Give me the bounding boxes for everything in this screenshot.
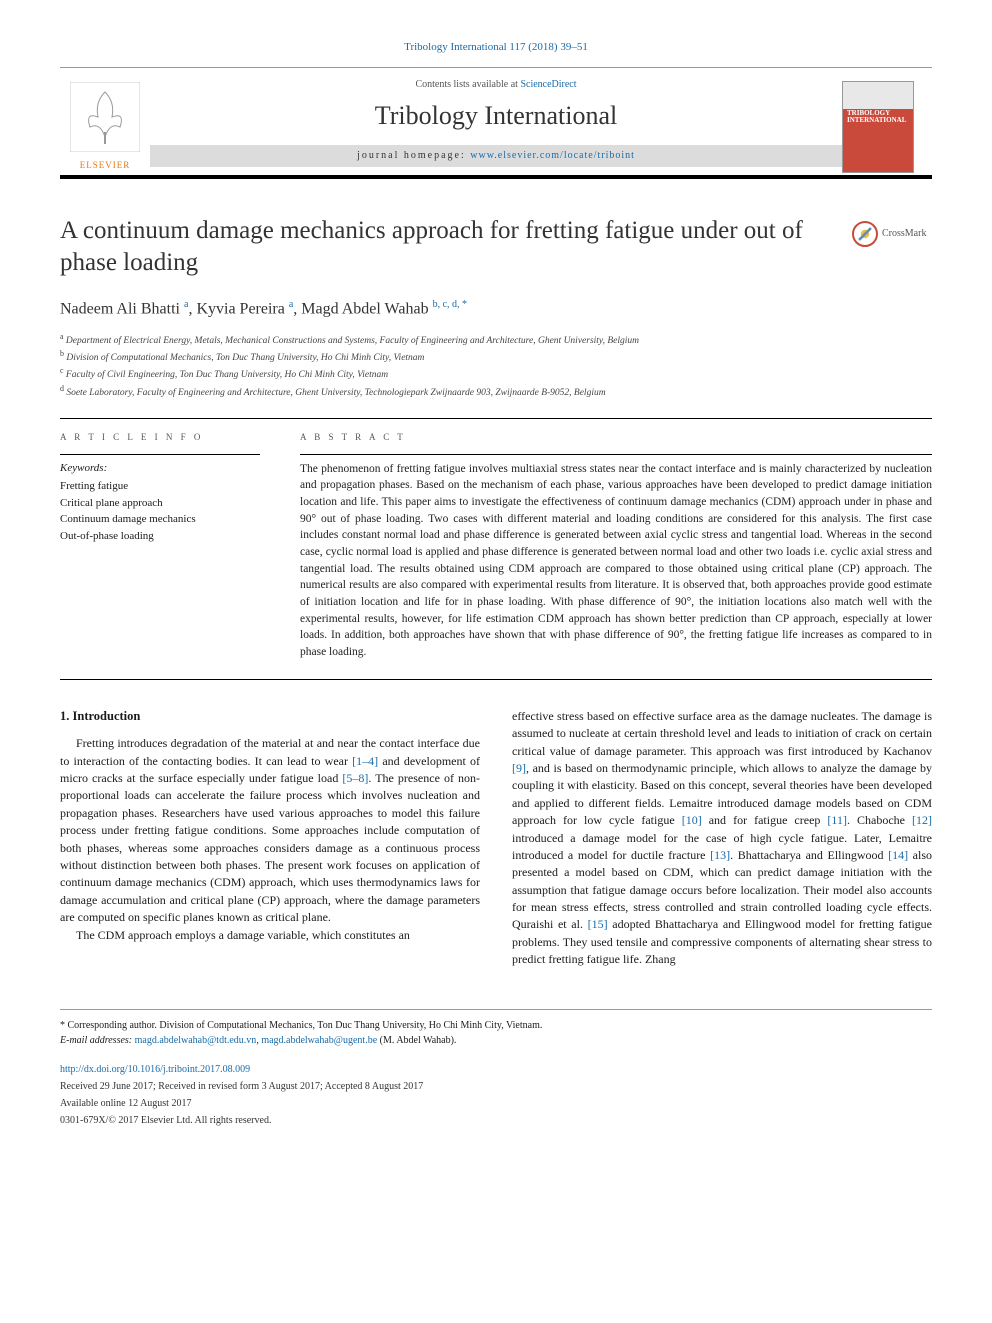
homepage-bar: journal homepage: www.elsevier.com/locat… bbox=[150, 145, 842, 167]
email-link-2[interactable]: magd.abdelwahab@ugent.be bbox=[261, 1035, 377, 1046]
reference-link[interactable]: [11] bbox=[827, 813, 847, 827]
reference-link[interactable]: [5–8] bbox=[342, 771, 368, 785]
divider bbox=[300, 454, 932, 455]
header-center: Contents lists available at ScienceDirec… bbox=[150, 78, 842, 174]
reference-link[interactable]: [9] bbox=[512, 761, 526, 775]
contents-prefix: Contents lists available at bbox=[415, 79, 520, 90]
copyright-line: 0301-679X/© 2017 Elsevier Ltd. All right… bbox=[60, 1113, 932, 1128]
received-line: Received 29 June 2017; Received in revis… bbox=[60, 1079, 932, 1094]
reference-link[interactable]: [13] bbox=[710, 848, 730, 862]
publisher-block: ELSEVIER bbox=[60, 82, 150, 172]
crossmark-icon bbox=[852, 221, 878, 247]
reference-link[interactable]: [15] bbox=[588, 917, 608, 931]
body-col-right: effective stress based on effective surf… bbox=[512, 708, 932, 969]
authors-line: Nadeem Ali Bhatti a, Kyvia Pereira a, Ma… bbox=[60, 298, 932, 321]
journal-header: ELSEVIER Contents lists available at Sci… bbox=[60, 67, 932, 178]
citation-line: Tribology International 117 (2018) 39–51 bbox=[60, 40, 932, 55]
keywords-list: Fretting fatigueCritical plane approachC… bbox=[60, 478, 260, 544]
doi-link[interactable]: http://dx.doi.org/10.1016/j.triboint.201… bbox=[60, 1062, 932, 1077]
email-suffix: (M. Abdel Wahab). bbox=[377, 1035, 456, 1046]
article-info-label: A R T I C L E I N F O bbox=[60, 431, 260, 444]
abstract-text: The phenomenon of fretting fatigue invol… bbox=[300, 461, 932, 661]
body-paragraph: Fretting introduces degradation of the m… bbox=[60, 735, 480, 926]
journal-cover-thumb: TRIBOLOGY INTERNATIONAL bbox=[842, 81, 914, 173]
body-col-left: 1. Introduction Fretting introduces degr… bbox=[60, 708, 480, 969]
body-paragraph: The CDM approach employs a damage variab… bbox=[60, 927, 480, 944]
keywords-label: Keywords: bbox=[60, 461, 260, 476]
crossmark-badge[interactable]: CrossMark bbox=[852, 221, 932, 247]
homepage-prefix: journal homepage: bbox=[357, 150, 470, 161]
keyword-item: Out-of-phase loading bbox=[60, 528, 260, 545]
reference-link[interactable]: [12] bbox=[912, 813, 932, 827]
article-info-col: A R T I C L E I N F O Keywords: Fretting… bbox=[60, 431, 260, 661]
divider bbox=[60, 679, 932, 680]
sciencedirect-link[interactable]: ScienceDirect bbox=[520, 79, 576, 90]
keyword-item: Fretting fatigue bbox=[60, 478, 260, 495]
email-line: E-mail addresses: magd.abdelwahab@tdt.ed… bbox=[60, 1033, 932, 1048]
abstract-col: A B S T R A C T The phenomenon of fretti… bbox=[300, 431, 932, 661]
divider bbox=[60, 454, 260, 455]
homepage-link[interactable]: www.elsevier.com/locate/triboint bbox=[470, 150, 635, 161]
keyword-item: Continuum damage mechanics bbox=[60, 511, 260, 528]
email-link-1[interactable]: magd.abdelwahab@tdt.edu.vn bbox=[135, 1035, 257, 1046]
abstract-label: A B S T R A C T bbox=[300, 431, 932, 444]
publisher-name: ELSEVIER bbox=[60, 159, 150, 172]
affiliations-block: a Department of Electrical Energy, Metal… bbox=[60, 331, 932, 401]
intro-heading: 1. Introduction bbox=[60, 708, 480, 726]
reference-link[interactable]: [14] bbox=[888, 848, 908, 862]
cover-block: TRIBOLOGY INTERNATIONAL bbox=[842, 81, 932, 173]
article-title: A continuum damage mechanics approach fo… bbox=[60, 215, 832, 280]
crossmark-label: CrossMark bbox=[882, 227, 926, 241]
journal-name: Tribology International bbox=[150, 98, 842, 134]
info-row: A R T I C L E I N F O Keywords: Fretting… bbox=[60, 431, 932, 661]
email-label: E-mail addresses: bbox=[60, 1035, 135, 1046]
footer-section: * Corresponding author. Division of Comp… bbox=[60, 1009, 932, 1128]
elsevier-tree-icon bbox=[70, 82, 140, 152]
cover-title: TRIBOLOGY INTERNATIONAL bbox=[847, 110, 909, 125]
body-columns: 1. Introduction Fretting introduces degr… bbox=[60, 708, 932, 969]
reference-link[interactable]: [10] bbox=[682, 813, 702, 827]
divider bbox=[60, 418, 932, 419]
available-line: Available online 12 August 2017 bbox=[60, 1096, 932, 1111]
reference-link[interactable]: [1–4] bbox=[352, 754, 378, 768]
keyword-item: Critical plane approach bbox=[60, 495, 260, 512]
contents-line: Contents lists available at ScienceDirec… bbox=[150, 78, 842, 92]
body-paragraph: effective stress based on effective surf… bbox=[512, 708, 932, 969]
corresponding-author: * Corresponding author. Division of Comp… bbox=[60, 1018, 932, 1033]
